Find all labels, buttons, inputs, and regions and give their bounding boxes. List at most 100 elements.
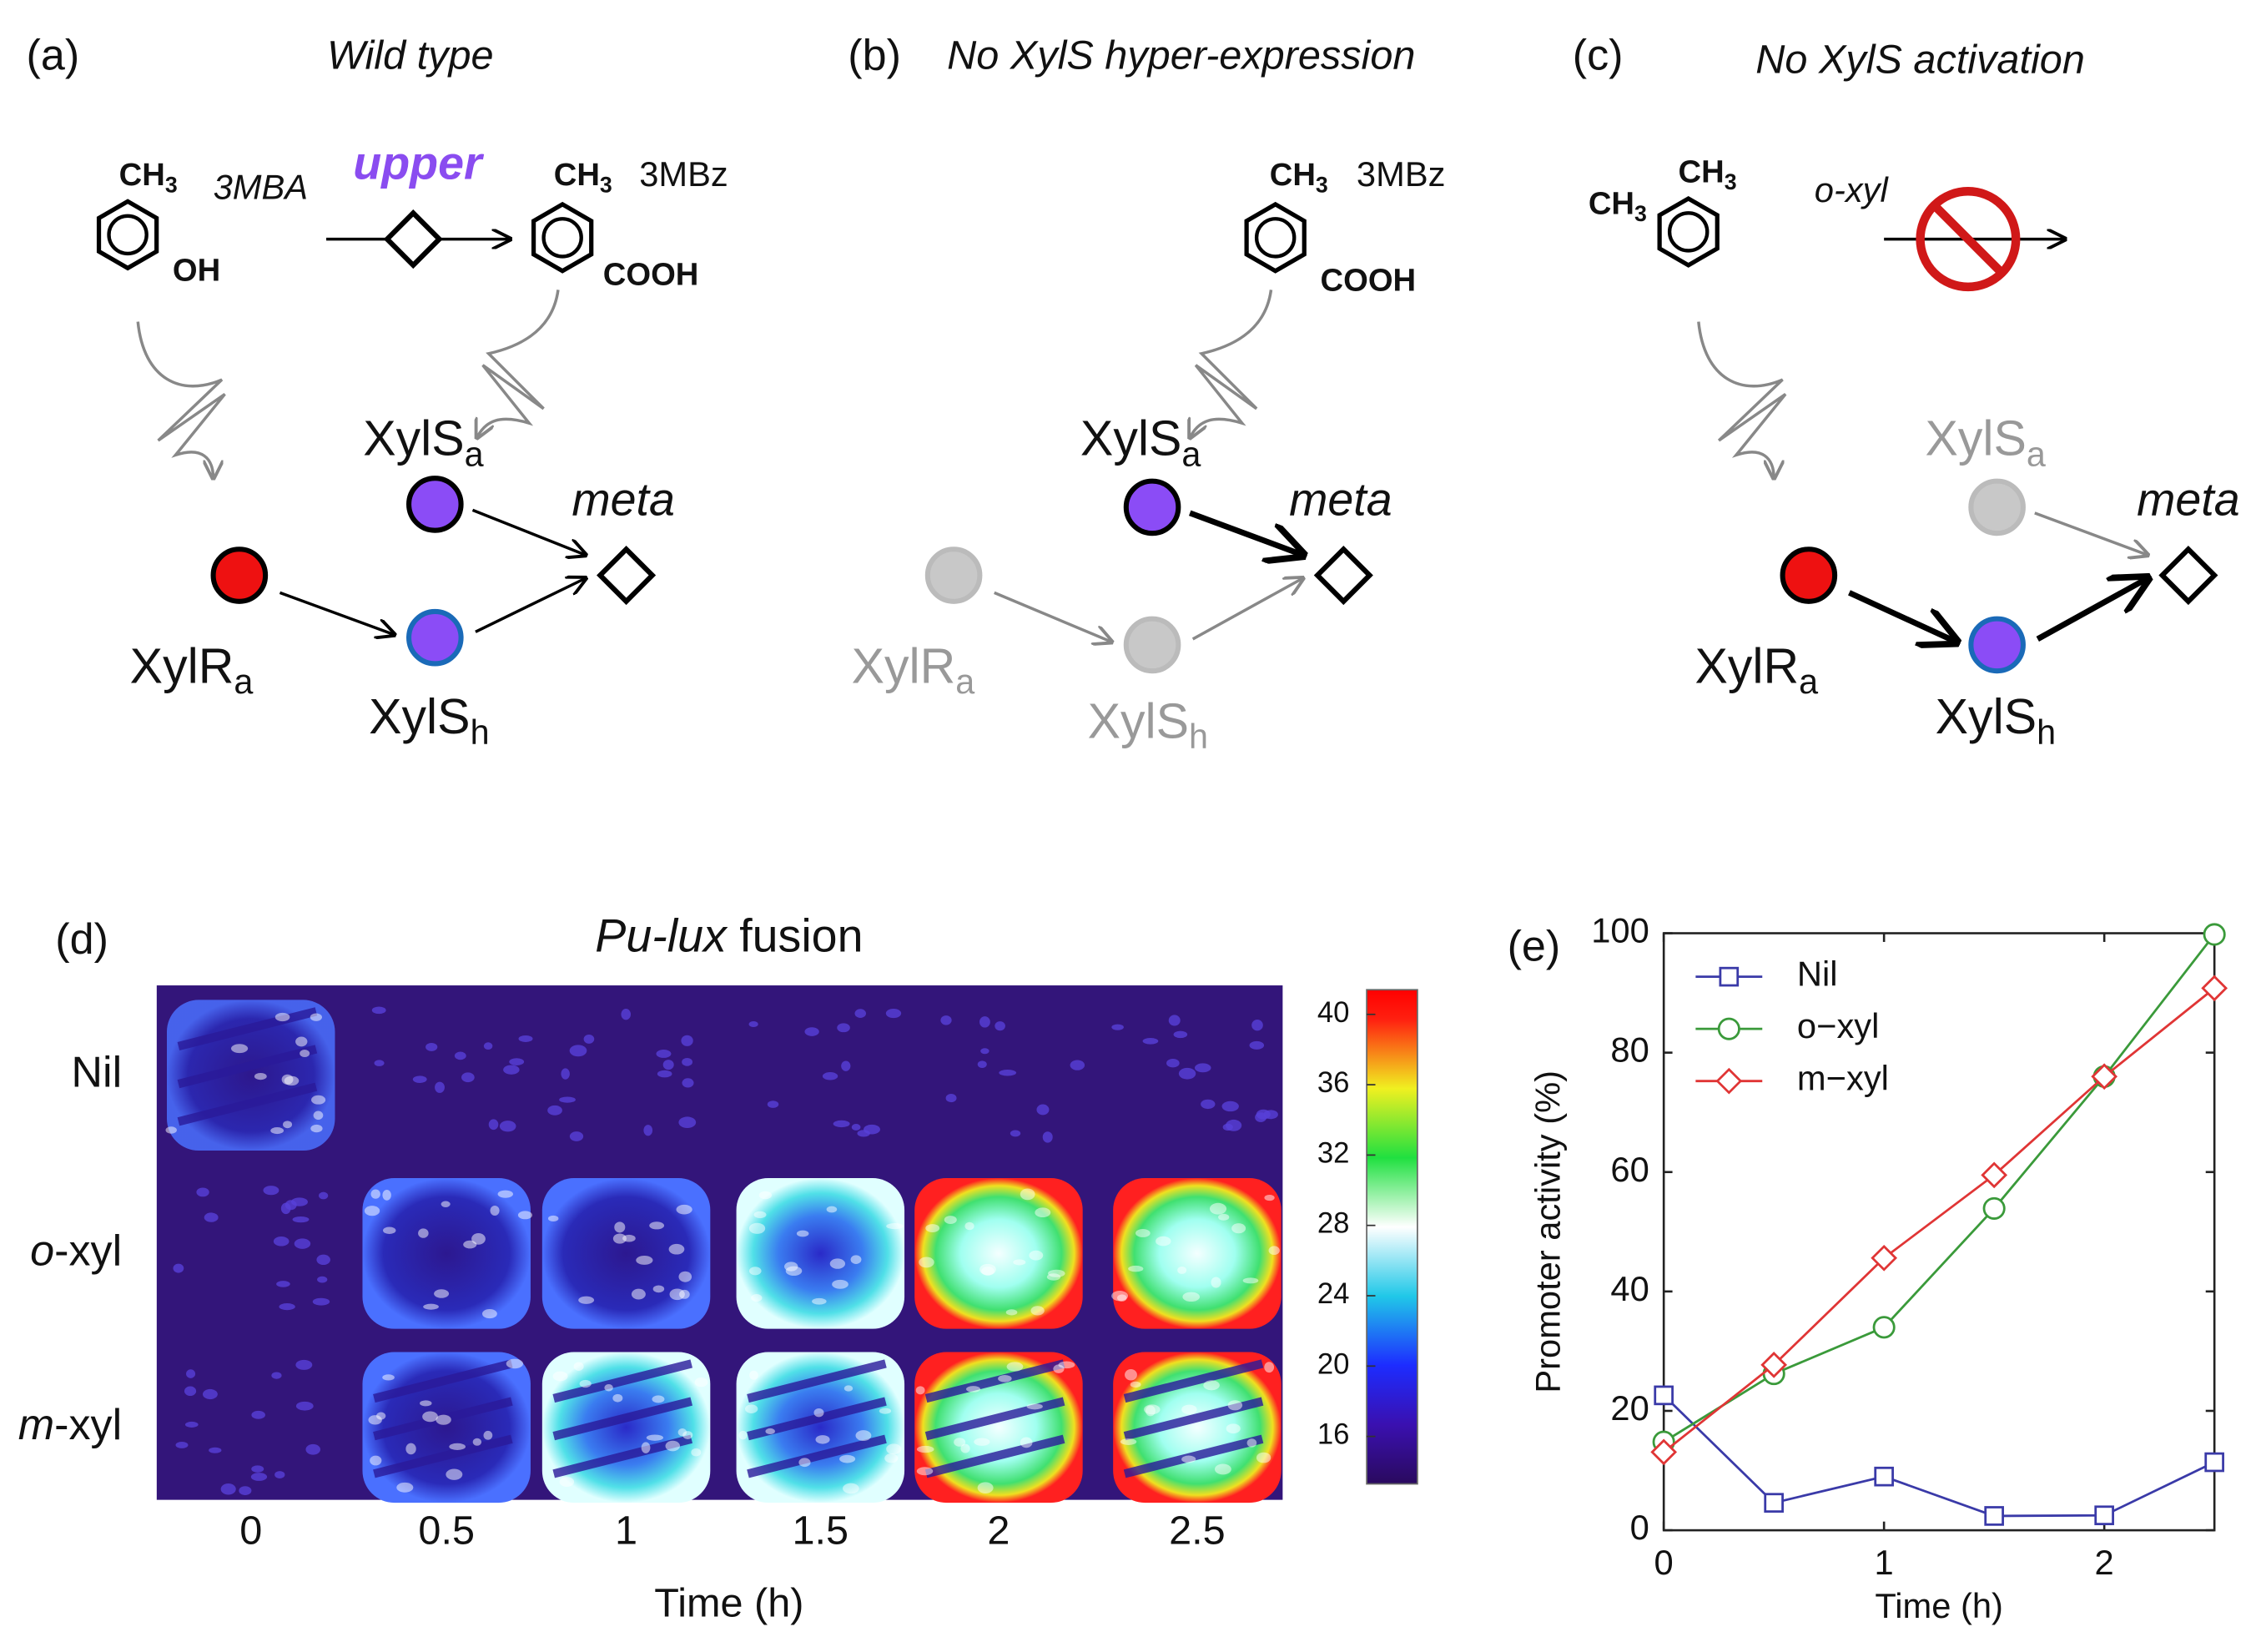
panel-label-part: (e): [1508, 922, 1561, 970]
colony-speck: [483, 1042, 493, 1050]
pathway-label: upper: [353, 137, 485, 189]
colony-speck: [274, 1012, 290, 1022]
colony-speck: [310, 1013, 322, 1021]
column-label-part: 2.5: [1169, 1508, 1226, 1553]
colorbar-tick-label: 40: [1317, 997, 1350, 1029]
colony-speck: [829, 1258, 846, 1269]
x-axis-label-part: Time (h): [654, 1580, 803, 1625]
colony-speck: [925, 1224, 940, 1232]
panel-label: (c): [1573, 31, 1624, 79]
colony-speck: [964, 1221, 974, 1231]
target-promoter: [2158, 545, 2218, 606]
column-label: 0: [239, 1508, 262, 1553]
colony-streak: [373, 1359, 513, 1403]
colony-speck: [833, 1120, 850, 1128]
colony-speck: [851, 1124, 861, 1131]
row-label-part: -xyl: [54, 1401, 122, 1449]
colony-speck: [561, 1068, 570, 1080]
colony-speck: [506, 1358, 524, 1369]
colony-speck: [681, 1035, 693, 1046]
colony-speck: [1255, 1112, 1267, 1122]
panel-title-part: Wild type: [327, 33, 494, 78]
colony-speck: [319, 1191, 329, 1200]
colony-speck: [518, 1035, 533, 1042]
colony-speck: [1070, 1060, 1085, 1070]
colony-speck: [798, 1458, 811, 1468]
colony-speck: [1201, 1099, 1216, 1110]
x-tick-label-part: 1: [1875, 1543, 1894, 1582]
colony-speck: [1209, 1202, 1227, 1215]
legend-label: Nil: [1797, 954, 1838, 994]
colony-speck: [423, 1303, 439, 1310]
colony-speck: [1005, 1309, 1018, 1316]
colony-speck: [547, 1215, 559, 1222]
colony-speck: [885, 1008, 902, 1019]
methyl-group-part: 3: [1634, 201, 1647, 226]
colony-speck: [1013, 1259, 1026, 1266]
methyl-group: CH3: [1679, 154, 1737, 194]
benzene-ring: [1244, 201, 1307, 274]
colony-speck: [1178, 1067, 1196, 1080]
colony-speck: [954, 1438, 966, 1447]
colony-speck: [785, 1266, 803, 1277]
xylr-a-node: [210, 546, 269, 604]
colony-speck: [251, 1465, 264, 1473]
y-axis-label: Promoter activity (%): [1528, 1070, 1568, 1393]
panel-title-part: No XylS activation: [1755, 38, 2085, 83]
colony-speck: [843, 1483, 859, 1494]
panel-label: (b): [848, 31, 901, 79]
colony-speck: [1203, 1380, 1220, 1391]
series-line: [1663, 987, 2216, 1453]
colony-speck: [1010, 1130, 1021, 1137]
y-tick-label: 100: [1591, 911, 1649, 950]
colony-speck: [652, 1395, 665, 1403]
colony-speck: [767, 1100, 779, 1108]
colony-speck: [604, 1383, 613, 1392]
colony-speck: [270, 1127, 285, 1135]
colony-speck: [884, 1453, 899, 1463]
xyls-a-label-part: a: [465, 435, 484, 473]
colony-speck: [691, 1448, 702, 1457]
colony-speck: [850, 1255, 862, 1264]
colony-speck: [295, 1036, 308, 1047]
colony-speck: [649, 1221, 665, 1230]
benzene-ring: [531, 201, 594, 274]
colony-speck: [300, 1050, 310, 1058]
colony-speck: [657, 1070, 672, 1078]
panel-title: Wild type: [327, 33, 494, 78]
colony-speck: [679, 1289, 690, 1299]
colony-speck: [273, 1236, 290, 1247]
colony-speck: [1047, 1269, 1065, 1277]
colony-speck: [471, 1233, 486, 1245]
colony-speck: [488, 1119, 499, 1131]
colony-speck: [202, 1388, 218, 1400]
block-sign: [1916, 187, 2021, 292]
colony-speck: [441, 1201, 451, 1208]
colony-speck: [749, 1370, 758, 1380]
colorbar-tick-label-part: 24: [1317, 1278, 1350, 1310]
xylr-a-node: [924, 546, 983, 604]
xyls-a-label: XylSa: [1080, 410, 1201, 473]
panel-title: Pu-lux fusion: [595, 909, 863, 961]
colony-streak: [924, 1434, 1065, 1478]
arrow: [2036, 578, 2148, 642]
methyl-group: CH3: [1589, 186, 1647, 226]
target-label: meta: [572, 473, 675, 525]
xylr-a-label: XylRa: [852, 638, 975, 701]
colony-speck: [832, 1279, 849, 1289]
colony-speck: [812, 1297, 827, 1305]
colony-speck: [1218, 1213, 1230, 1221]
colony-speck: [472, 1438, 482, 1446]
colony-speck: [796, 1230, 809, 1237]
colony-speck: [643, 1125, 653, 1136]
colony-speck: [995, 1021, 1005, 1031]
y-tick-label: 0: [1630, 1508, 1649, 1547]
colony-signal: [736, 1352, 905, 1503]
colony-speck: [583, 1034, 595, 1044]
colony-speck: [748, 1020, 758, 1028]
molecule-name-part: 3MBA: [214, 168, 308, 207]
xylr-a-label-part: XylR: [1694, 638, 1799, 693]
colony-speck: [313, 1111, 324, 1121]
xylr-a-label-part: a: [1799, 662, 1818, 701]
colony-speck: [579, 1379, 592, 1388]
